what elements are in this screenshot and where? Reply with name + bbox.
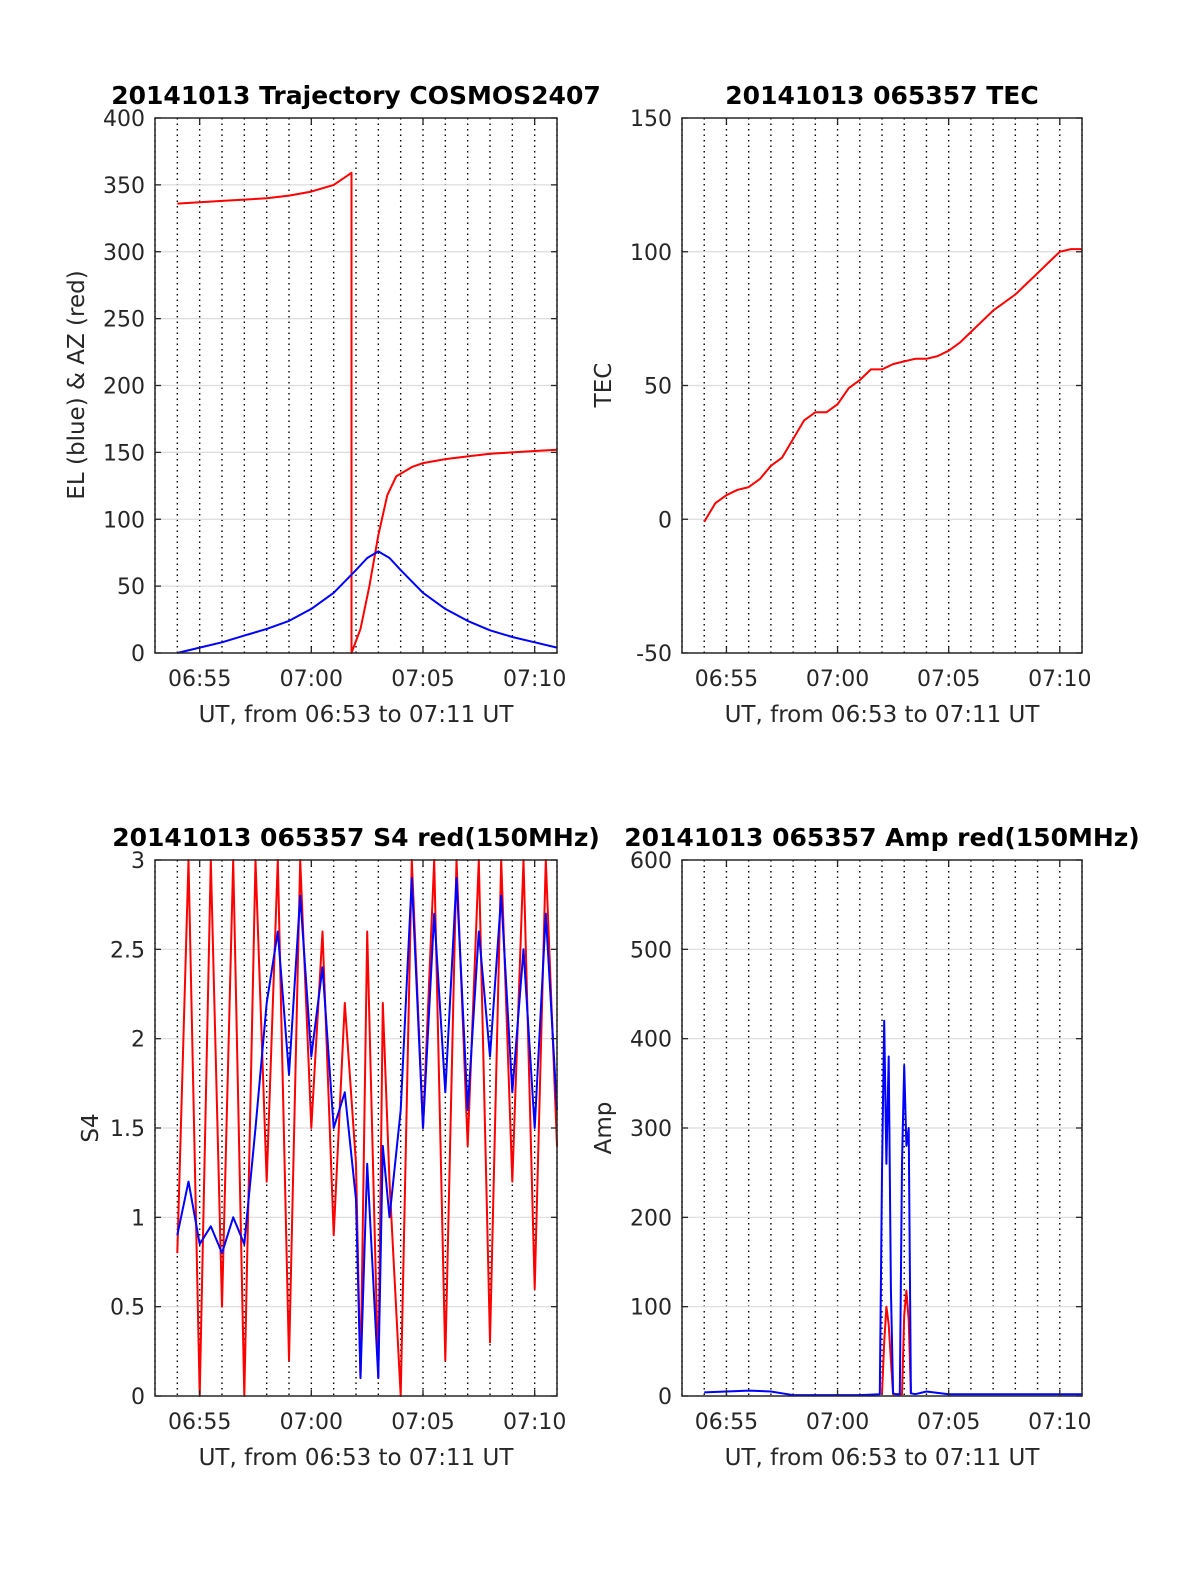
x-tick-label: 07:10 — [503, 1410, 566, 1435]
chart-title: 20141013 065357 S4 red(150MHz) — [112, 823, 600, 852]
y-tick-label: 2 — [131, 1028, 145, 1053]
y-axis-label: Amp — [591, 1102, 617, 1155]
chart-title: 20141013 065357 TEC — [725, 81, 1038, 110]
y-tick-label: 50 — [117, 575, 145, 600]
x-tick-label: 06:55 — [168, 1410, 231, 1435]
y-tick-label: 0 — [658, 1385, 672, 1410]
y-tick-label: 200 — [630, 1206, 672, 1231]
y-axis-label: EL (blue) & AZ (red) — [64, 270, 90, 499]
y-tick-label: 0.5 — [110, 1296, 145, 1321]
x-tick-label: 07:05 — [917, 667, 980, 692]
x-tick-label: 07:10 — [503, 667, 566, 692]
chart-trajectory: 0 50 100 150 200 250 300 350 400 06:55 07:00 07:05 0… — [64, 81, 601, 728]
y-tick-label: 400 — [630, 1028, 672, 1053]
x-tick-label: 07:05 — [917, 1410, 980, 1435]
chart-s4: 0 0.5 1 1.5 2 2.5 3 06:55 07:00 07:05 07:10 201410… — [78, 823, 600, 1471]
x-tick-label: 07:10 — [1028, 667, 1091, 692]
x-tick-label: 07:00 — [806, 1410, 869, 1435]
y-tick-label: 0 — [131, 1385, 145, 1410]
y-tick-label: 100 — [103, 508, 145, 533]
x-axis-label: UT, from 06:53 to 07:11 UT — [199, 1445, 515, 1471]
y-tick-label: 0 — [131, 642, 145, 667]
y-tick-label: 0 — [658, 508, 672, 533]
y-tick-label: 2.5 — [110, 938, 145, 963]
y-tick-label: 150 — [103, 441, 145, 466]
y-tick-label: 350 — [103, 174, 145, 199]
y-tick-label: 400 — [103, 107, 145, 132]
x-tick-label: 07:00 — [280, 1410, 343, 1435]
y-tick-label: 3 — [131, 849, 145, 874]
chart-title: 20141013 Trajectory COSMOS2407 — [111, 81, 601, 110]
y-axis-label: TEC — [591, 363, 617, 409]
y-tick-label: 1.5 — [110, 1117, 145, 1142]
x-tick-label: 07:00 — [280, 667, 343, 692]
x-tick-label: 07:00 — [806, 667, 869, 692]
series-line — [176, 876, 558, 1380]
y-tick-label: 50 — [644, 375, 672, 400]
y-tick-label: 250 — [103, 308, 145, 333]
x-axis-label: UT, from 06:53 to 07:11 UT — [725, 1445, 1041, 1471]
y-tick-label: -50 — [636, 642, 672, 667]
series-line — [704, 1019, 1082, 1397]
x-tick-label: 06:55 — [168, 667, 231, 692]
x-tick-label: 07:10 — [1028, 1410, 1091, 1435]
y-tick-label: 300 — [103, 241, 145, 266]
y-tick-label: 600 — [630, 849, 672, 874]
y-tick-label: 300 — [630, 1117, 672, 1142]
x-tick-label: 06:55 — [695, 1410, 758, 1435]
series-line — [177, 171, 558, 654]
y-tick-label: 1 — [131, 1206, 145, 1231]
chart-title: 20141013 065357 Amp red(150MHz) — [624, 823, 1140, 852]
x-tick-label: 07:05 — [391, 667, 454, 692]
y-tick-label: 200 — [103, 375, 145, 400]
x-axis-label: UT, from 06:53 to 07:11 UT — [199, 702, 515, 728]
x-tick-label: 06:55 — [695, 667, 758, 692]
series-line — [703, 248, 1082, 523]
x-tick-label: 07:05 — [391, 1410, 454, 1435]
y-tick-label: 500 — [630, 938, 672, 963]
y-tick-label: 100 — [630, 1296, 672, 1321]
series-line — [177, 550, 558, 654]
y-tick-label: 150 — [630, 107, 672, 132]
y-tick-label: 100 — [630, 241, 672, 266]
x-axis-label: UT, from 06:53 to 07:11 UT — [725, 702, 1041, 728]
chart-tec: -50 0 50 100 150 06:55 07:00 07:05 07:10 2014101… — [591, 81, 1091, 728]
y-axis-label: S4 — [78, 1113, 104, 1142]
